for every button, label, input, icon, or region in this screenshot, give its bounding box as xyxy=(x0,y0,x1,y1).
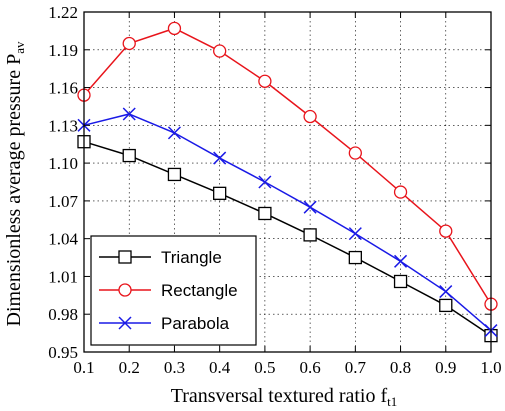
parabola-data-point xyxy=(213,151,227,165)
triangle-data-point xyxy=(348,250,362,265)
x-axis-ticks: 0.1 0.2 0.3 0.4 0.5 0.6 0.7 0.8 0.9 1.0 xyxy=(73,12,502,377)
x-tick-label: 0.2 xyxy=(119,358,140,377)
rectangle-data-point xyxy=(258,74,272,88)
y-tick-label: 0.95 xyxy=(48,343,78,362)
rectangle-data-point xyxy=(167,21,182,36)
series-layer xyxy=(77,21,498,343)
rectangle-legend-label: Rectangle xyxy=(161,281,238,300)
triangle-data-point xyxy=(167,167,182,182)
x-axis-title-subscript: t1 xyxy=(387,394,397,409)
rectangle-data-point xyxy=(213,44,227,58)
plot-frame xyxy=(83,11,492,353)
y-tick-label: 1.01 xyxy=(48,267,78,286)
triangle-data-point xyxy=(122,148,136,163)
parabola-data-point xyxy=(167,126,181,140)
y-tick-label: 1.16 xyxy=(48,79,78,98)
triangle-data-point xyxy=(258,206,272,221)
x-tick-label: 0.8 xyxy=(390,358,411,377)
rectangle-data-point xyxy=(393,185,408,199)
y-tick-label: 1.13 xyxy=(48,116,78,135)
x-tick-label: 0.4 xyxy=(209,358,231,377)
y-axis-title-subscript: av xyxy=(12,41,27,54)
y-axis-title: Dimensionless average pressure Pav xyxy=(3,41,27,326)
parabola-data-point xyxy=(439,285,453,299)
y-tick-label: 1.19 xyxy=(48,41,78,60)
triangle-data-point xyxy=(303,228,317,242)
parabola-series-line xyxy=(83,113,492,332)
triangle-legend-label: Triangle xyxy=(161,248,222,267)
parabola-data-point xyxy=(348,227,362,241)
x-tick-label: 0.9 xyxy=(435,358,456,377)
x-tick-label: 0.6 xyxy=(299,358,320,377)
x-tick-label: 0.1 xyxy=(73,358,94,377)
y-axis-ticks: 0.95 0.98 1.01 1.04 1.07 1.10 1.13 1.16 1.19 1.22 xyxy=(48,3,491,362)
parabola-legend-marker xyxy=(118,316,132,330)
rectangle-legend-marker xyxy=(118,283,132,297)
y-tick-label: 1.10 xyxy=(48,154,78,173)
triangle-data-point xyxy=(439,298,453,313)
y-tick-label: 1.04 xyxy=(48,230,78,249)
triangle-legend-marker xyxy=(118,250,132,264)
y-tick-label: 0.98 xyxy=(48,305,78,324)
parabola-data-point xyxy=(303,200,317,214)
triangle-series-line xyxy=(83,140,492,337)
parabola-data-point xyxy=(394,254,408,268)
rectangle-data-point xyxy=(439,224,453,238)
legend: Triangle Rectangle Parabola xyxy=(90,235,257,346)
y-tick-label: 1.22 xyxy=(48,3,78,22)
rectangle-series-line xyxy=(83,27,492,305)
x-tick-label: 0.7 xyxy=(345,358,367,377)
triangle-data-point xyxy=(393,274,408,289)
triangle-data-point xyxy=(213,186,227,200)
rectangle-data-point xyxy=(303,109,317,124)
x-tick-label: 0.5 xyxy=(254,358,275,377)
rectangle-data-point xyxy=(122,36,136,51)
parabola-data-point xyxy=(258,175,272,189)
y-tick-label: 1.07 xyxy=(48,192,78,211)
x-tick-label: 1.0 xyxy=(480,358,501,377)
parabola-legend-label: Parabola xyxy=(161,314,230,333)
x-axis-title: Transversal textured ratio ft1 xyxy=(171,385,398,409)
parabola-data-point xyxy=(122,107,136,121)
x-tick-label: 0.3 xyxy=(164,358,185,377)
rectangle-data-point xyxy=(348,146,362,160)
